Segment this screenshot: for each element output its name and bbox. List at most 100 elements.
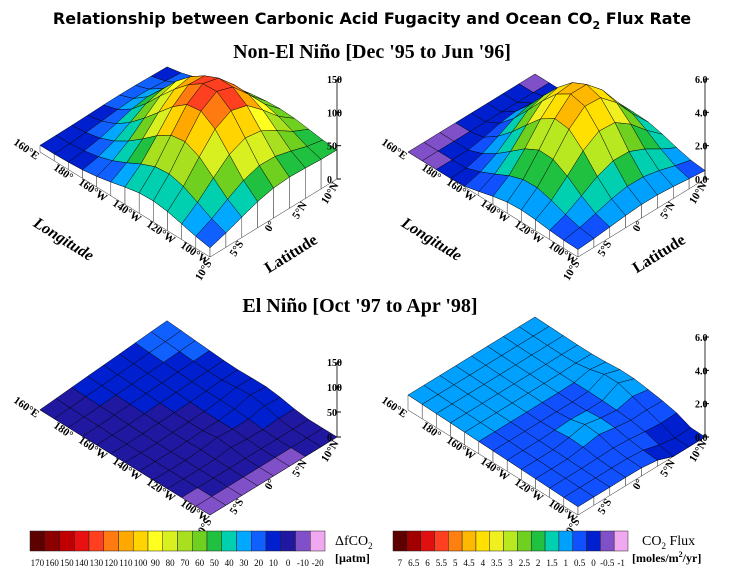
t: 2 [661,541,666,551]
longitude-tick-label: 160°E [11,136,41,162]
surface-cell [563,227,595,250]
z-tick-label: 0 [327,433,332,444]
colorbar-label: 120 [104,558,118,568]
figure-title: Relationship between Carbonic Acid Fugac… [53,9,691,32]
colorbar-label: 40 [225,558,235,568]
colorbar-cell [517,530,532,552]
colorbar-cell [503,530,518,552]
title-text: Relationship between Carbonic Acid Fugac… [53,9,593,28]
longitude-tick-label: 160°E [379,394,409,420]
colorbar-cell [44,530,60,552]
t: 2 [679,550,683,559]
colorbar-label: -1 [617,558,625,568]
z-tick-label: 0.0 [695,175,708,186]
colorbar-label: 30 [239,558,249,568]
colorbar-label: 50 [210,558,220,568]
colorbar-cell [162,530,178,552]
colorbar-cell [192,530,208,552]
colorbar-cell [406,530,421,552]
colorbar-cell [103,530,119,552]
z-tick-label: 150 [327,75,342,86]
colorbar-label: 6 [425,558,430,568]
colorbar-cell [177,530,193,552]
colorbar-label: 2.5 [519,558,531,568]
colorbar-cell [74,530,90,552]
colorbar-cell [434,530,449,552]
z-tick-label: 4.0 [695,366,708,377]
colorbar-cell [118,530,134,552]
colorbar-cell [572,530,587,552]
colorbar-cell [600,530,615,552]
t: CO [642,534,661,549]
colorbar-label: 140 [75,558,89,568]
colorbar-cell [489,530,504,552]
colorbar-label: 20 [254,558,264,568]
z-tick-label: 50 [327,142,337,153]
colorbar-label: 130 [90,558,104,568]
colorbar-label: -20 [312,558,324,568]
colorbar-cell [475,530,491,552]
colorbar-cell [420,530,435,552]
z-tick-label: 6.0 [695,75,708,86]
colorbar-label: 110 [119,558,133,568]
colorbar-unit: [µatm] [335,551,370,565]
title-sub: 2 [593,19,601,32]
colorbar-label: -10 [297,558,309,568]
colorbar-cell [586,530,601,552]
colorbar-label: 6.5 [408,558,420,568]
t: ΔfCO [335,534,368,549]
colorbar-cell [147,530,163,552]
longitude-label: Longitude [397,214,464,265]
colorbars: 170 160 150 140 130 120 110 100 90 80 70 60 50 40 30 20… [29,530,629,568]
colorbar-cell [221,530,237,552]
colorbar-cell [88,530,104,552]
colorbar-label: 4 [481,558,486,568]
panels: 050100150160°E180°160°W140°W120°W100°W10… [11,66,710,541]
colorbar-label: 4.5 [463,558,475,568]
colorbar-label: 5 [453,558,458,568]
subtitle: Non-El Niño [Dec '95 to Jun '96] [233,41,511,63]
z-tick-label: 2.0 [695,400,708,411]
title-end: Flux Rate [600,9,691,28]
z-tick-label: 100 [327,383,342,394]
colorbar-cell [461,530,477,552]
longitude-tick-label: 160°E [11,394,41,420]
colorbar-cell [236,530,252,552]
colorbar-title: CO2 Flux [642,534,695,551]
longitude-label: Longitude [29,214,96,265]
colorbar-label: 7 [398,558,403,568]
colorbar-cell [295,530,311,552]
colorbar-title: ΔfCO2 [335,534,373,551]
colorbar-cell [133,530,149,552]
colorbar-label: 170 [31,558,45,568]
colorbar-label: 3.5 [491,558,503,568]
colorbar-label: 90 [151,558,161,568]
z-tick-label: 100 [327,108,342,119]
surface-cell [195,496,227,516]
z-tick-label: 50 [327,408,337,419]
latitude-tick-label: 10°S [193,258,215,283]
colorbar-cell [29,530,45,552]
latitude-tick-label: 10°S [561,258,583,283]
colorbar-cell [544,530,560,552]
surface-panel: 050100150160°E180°160°W140°W120°W100°W10… [11,66,342,283]
z-tick-label: 0.0 [695,433,708,444]
colorbar-label: 1.5 [546,558,558,568]
z-tick-label: 4.0 [695,108,708,119]
colorbar-label: 1 [564,558,569,568]
colorbar-cell [392,530,408,552]
surface-panel: 0.02.04.06.0160°E180°160°W140°W120°W100°… [379,73,710,283]
latitude-label: Latitude [262,231,321,277]
t: [moles/m [632,551,679,565]
colorbar-label: 10 [269,558,279,568]
subtitle: El Niño [Oct '97 to Apr '98] [242,295,477,317]
z-tick-label: 2.0 [695,142,708,153]
colorbar-label: 100 [134,558,148,568]
t: Flux [666,534,695,549]
colorbar-label: 150 [60,558,74,568]
colorbar-label: 60 [195,558,205,568]
colorbar-cell [59,530,75,552]
z-tick-label: 0 [327,175,332,186]
colorbar-cell [448,530,463,552]
